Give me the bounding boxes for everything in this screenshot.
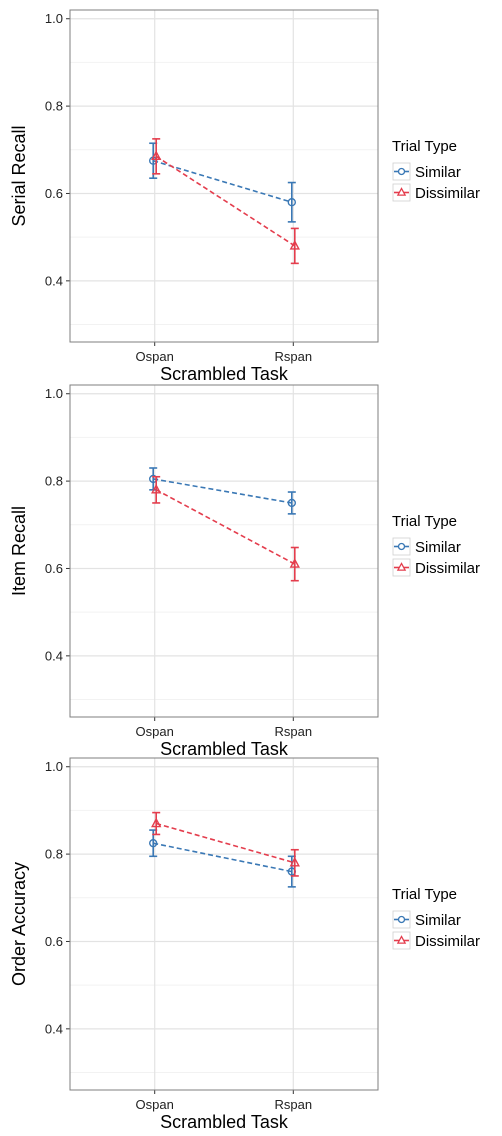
legend-key-marker bbox=[396, 187, 407, 196]
y-tick-label: 0.8 bbox=[45, 474, 63, 489]
legend-key-marker bbox=[397, 542, 406, 551]
y-axis-title: Serial Recall bbox=[9, 125, 29, 226]
y-tick-label: 1.0 bbox=[45, 386, 63, 401]
legend: Trial Type Similar Dissimilar bbox=[392, 138, 480, 202]
y-tick-label: 0.6 bbox=[45, 934, 63, 949]
data-point bbox=[151, 150, 162, 161]
y-tick-label: 0.6 bbox=[45, 561, 63, 576]
series-dissimilar bbox=[151, 475, 300, 582]
data-point bbox=[151, 483, 162, 494]
legend-label: Dissimilar bbox=[415, 185, 480, 202]
data-point bbox=[148, 838, 158, 848]
data-point bbox=[289, 558, 300, 568]
y-tick-label: 0.4 bbox=[45, 648, 63, 663]
plot-border bbox=[69, 384, 379, 718]
x-tick-label: Rspan bbox=[275, 1097, 313, 1112]
x-axis-title: Scrambled Task bbox=[160, 739, 289, 759]
y-tick-label: 0.4 bbox=[45, 273, 63, 288]
plot-background bbox=[70, 385, 378, 717]
x-tick-label: Ospan bbox=[136, 1097, 174, 1112]
legend: Trial Type Similar Dissimilar bbox=[392, 513, 480, 577]
legend-label: Similar bbox=[415, 539, 461, 556]
y-axis-title: Order Accuracy bbox=[9, 862, 29, 986]
data-point bbox=[289, 239, 300, 250]
y-axis-title: Item Recall bbox=[9, 506, 29, 596]
legend-key-marker bbox=[397, 167, 406, 176]
legend-label: Dissimilar bbox=[415, 933, 480, 950]
series-line bbox=[152, 159, 293, 203]
y-tick-label: 0.4 bbox=[45, 1021, 63, 1036]
y-tick-label: 0.6 bbox=[45, 186, 63, 201]
data-point bbox=[287, 498, 296, 508]
data-point bbox=[151, 817, 162, 828]
series-dissimilar bbox=[151, 138, 300, 265]
plot-border bbox=[69, 757, 379, 1091]
series-dissimilar bbox=[151, 811, 300, 877]
legend-title: Trial Type bbox=[392, 138, 457, 155]
x-axis-title: Scrambled Task bbox=[160, 364, 289, 384]
legend-label: Dissimilar bbox=[415, 560, 480, 577]
x-axis-title: Scrambled Task bbox=[160, 1112, 289, 1132]
series-line bbox=[155, 155, 296, 247]
legend-title: Trial Type bbox=[392, 886, 457, 903]
y-tick-label: 1.0 bbox=[45, 759, 63, 774]
legend-label: Similar bbox=[415, 164, 461, 181]
data-point bbox=[287, 198, 296, 207]
legend-key-marker bbox=[396, 935, 407, 944]
legend-key-marker bbox=[396, 562, 407, 571]
legend-title: Trial Type bbox=[392, 513, 457, 530]
plot-border bbox=[69, 9, 379, 343]
legend: Trial Type Similar Dissimilar bbox=[392, 886, 480, 950]
legend-label: Similar bbox=[415, 912, 461, 929]
plot-background bbox=[70, 758, 378, 1090]
data-point bbox=[289, 856, 300, 867]
x-tick-label: Ospan bbox=[136, 724, 174, 739]
legend-key-marker bbox=[397, 915, 406, 924]
x-tick-label: Rspan bbox=[275, 349, 313, 364]
series-line bbox=[155, 489, 296, 565]
series-line bbox=[155, 822, 296, 864]
series-similar bbox=[148, 142, 296, 223]
x-tick-label: Ospan bbox=[136, 349, 174, 364]
y-tick-label: 0.8 bbox=[45, 847, 63, 862]
plot-background bbox=[70, 10, 378, 342]
x-tick-label: Rspan bbox=[275, 724, 313, 739]
y-tick-label: 1.0 bbox=[45, 11, 63, 26]
y-tick-label: 0.8 bbox=[45, 99, 63, 114]
